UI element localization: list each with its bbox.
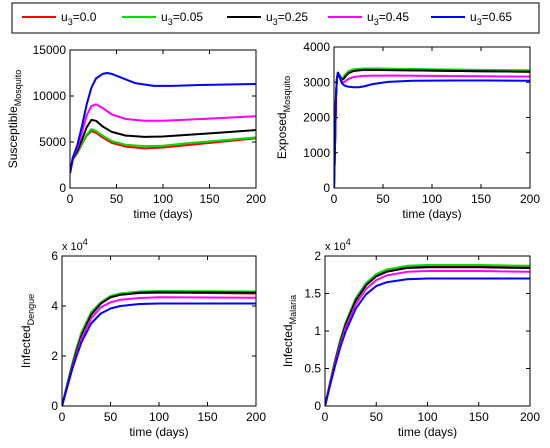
series-line — [62, 302, 256, 406]
y-axis-label: InfectedMalaria — [281, 295, 298, 367]
panel-infected-malaria: 0 50 100 150 200 0 0.5 1 1.5 2 time (days) Infected… — [281, 237, 540, 439]
y-tick-label: 2000 — [303, 111, 330, 125]
x-tick-label: 100 — [422, 192, 442, 206]
legend-label: u3=0.65 — [470, 10, 512, 27]
legend-item: u3=0.0 — [22, 10, 97, 27]
x-tick-label: 200 — [520, 410, 540, 424]
x-tick-label: 200 — [246, 410, 266, 424]
x-tick-label: 150 — [469, 410, 489, 424]
plot-area — [325, 256, 530, 406]
y-tick-label: 2 — [51, 349, 58, 363]
x-tick-label: 50 — [104, 410, 118, 424]
x-tick-label: 50 — [110, 192, 124, 206]
x-tick-label: 0 — [331, 192, 338, 206]
x-tick-label: 50 — [376, 192, 390, 206]
series-line — [334, 71, 530, 188]
x-tick-label: 0 — [59, 410, 66, 424]
axis-exponent-label: x 104 — [62, 237, 88, 253]
plot-area — [62, 256, 256, 406]
legend-item: u3=0.65 — [431, 10, 512, 27]
series-line — [70, 72, 256, 174]
y-tick-label: 5000 — [39, 135, 66, 149]
panel-infected-dengue: 0 50 100 150 200 0 2 4 6 time (days) InfectedDengu… — [19, 237, 266, 439]
x-tick-label: 0 — [67, 192, 74, 206]
y-tick-label: 0 — [51, 399, 58, 413]
x-tick-label: 200 — [520, 192, 540, 206]
plot-area — [70, 50, 256, 188]
y-tick-label: 2 — [314, 249, 321, 263]
legend-label: u3=0.05 — [161, 10, 203, 27]
y-tick-label: 0 — [314, 399, 321, 413]
x-tick-label: 150 — [471, 192, 491, 206]
x-tick-label: 50 — [370, 410, 384, 424]
legend-item: u3=0.25 — [227, 10, 308, 27]
y-tick-label: 0 — [59, 181, 66, 195]
x-tick-label: 100 — [153, 192, 173, 206]
series-line — [70, 118, 256, 174]
y-axis-label: SusceptibleMosquito — [6, 70, 23, 169]
y-tick-label: 4 — [51, 299, 58, 313]
legend-item: u3=0.05 — [122, 10, 203, 27]
legend-label: u3=0.25 — [266, 10, 308, 27]
x-tick-label: 0 — [322, 410, 329, 424]
y-tick-label: 6 — [51, 249, 58, 263]
y-tick-label: 10000 — [33, 89, 67, 103]
legend: u3=0.0 u3=0.05 u3=0.25 u3=0.45 u3=0.65 — [11, 2, 540, 34]
y-tick-label: 4000 — [303, 40, 330, 54]
legend-label: u3=0.0 — [61, 10, 97, 27]
x-axis-label: time (days) — [398, 425, 457, 439]
y-tick-label: 15000 — [33, 43, 67, 57]
x-tick-label: 200 — [246, 192, 266, 206]
y-tick-label: 1 — [314, 324, 321, 338]
axis-exponent-label: x 104 — [325, 237, 351, 253]
y-axis-label: InfectedDengue — [19, 294, 36, 368]
panel-susceptible-mosquito: 0 50 100 150 200 0 5000 10000 15000 time (days) Su… — [6, 43, 266, 221]
series-line — [325, 277, 530, 406]
legend-item: u3=0.45 — [328, 10, 409, 27]
x-axis-label: time (days) — [129, 425, 188, 439]
x-tick-label: 150 — [197, 410, 217, 424]
x-axis-label: time (days) — [402, 207, 461, 221]
y-tick-label: 0.5 — [304, 362, 321, 376]
y-tick-label: 1000 — [303, 146, 330, 160]
x-tick-label: 100 — [417, 410, 437, 424]
x-tick-label: 150 — [199, 192, 219, 206]
x-tick-label: 100 — [149, 410, 169, 424]
legend-label: u3=0.45 — [367, 10, 409, 27]
x-axis-label: time (days) — [133, 207, 192, 221]
y-tick-label: 3000 — [303, 75, 330, 89]
y-tick-label: 1.5 — [304, 287, 321, 301]
y-tick-label: 0 — [323, 181, 330, 195]
y-axis-label: ExposedMosquito — [275, 76, 292, 159]
